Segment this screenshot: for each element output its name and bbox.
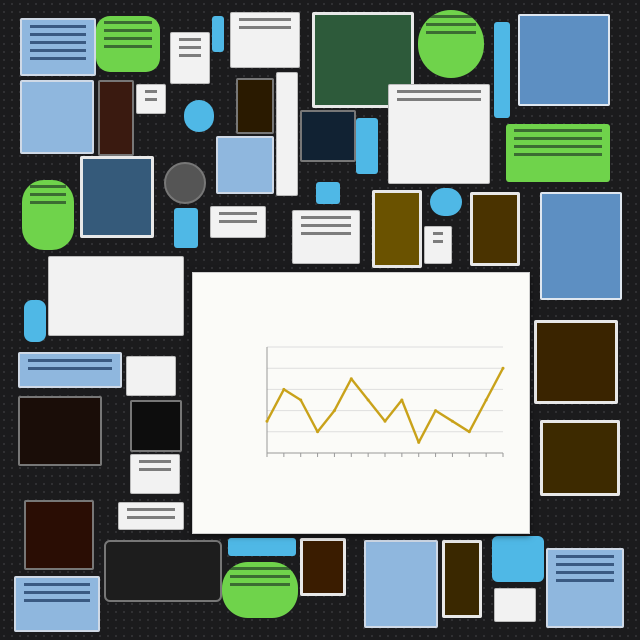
blue-document-top-left	[20, 18, 96, 76]
data-point	[349, 377, 353, 381]
line-chart	[265, 346, 505, 457]
blue-sketch-left	[20, 80, 94, 154]
data-point	[400, 398, 404, 402]
paper-card-small	[424, 226, 452, 264]
data-point	[467, 430, 471, 434]
paper-card-top	[170, 32, 210, 84]
dark-round-photo	[164, 162, 206, 204]
cyan-container-bottom	[492, 536, 544, 582]
cyan-chip-small	[316, 182, 340, 204]
photo-orange-bottom	[300, 538, 346, 596]
green-round-note-bottom	[222, 562, 298, 618]
green-note-top	[96, 16, 160, 72]
paper-card-mid	[210, 206, 266, 238]
paper-card-bottom	[118, 502, 184, 530]
paper-card-header	[230, 12, 300, 68]
blue-document-left	[18, 352, 122, 388]
blue-sketch-center	[216, 136, 274, 194]
paper-card-lower-left	[130, 454, 180, 494]
dark-monitor-bottom	[104, 540, 222, 602]
data-point	[366, 398, 370, 402]
paper-box-bottom	[494, 588, 536, 622]
series-line	[265, 367, 505, 444]
dark-photo-orange-left	[98, 80, 134, 156]
data-point	[282, 387, 286, 391]
paper-document-center	[292, 210, 360, 264]
cyan-strip-bottom	[228, 538, 296, 556]
paper-graph-card	[388, 84, 490, 184]
paper-card-bridge	[126, 356, 176, 396]
data-point	[265, 419, 269, 423]
green-round-note-left	[22, 180, 74, 250]
data-point	[434, 409, 438, 413]
data-point	[332, 409, 336, 413]
dark-photo-yellow-specimen	[236, 78, 274, 134]
data-point	[316, 430, 320, 434]
photo-yellow-fruit-bottom	[442, 540, 482, 618]
blue-document-bottom-right	[546, 548, 624, 628]
chart-card	[192, 272, 530, 534]
green-label-right	[506, 124, 610, 182]
data-point	[299, 398, 303, 402]
photo-yellow-specimen-2	[470, 192, 520, 266]
cyan-oval-chip-right	[430, 188, 462, 216]
data-point	[383, 419, 387, 423]
green-note-top-right	[418, 10, 484, 78]
narrow-vertical-card	[276, 72, 298, 196]
photo-orange-specimen-right	[534, 320, 618, 404]
data-point	[501, 366, 505, 370]
blueprint-top-right	[518, 14, 610, 106]
cyan-chip-mid	[174, 208, 198, 248]
photo-orange-specimen-lower-right	[540, 420, 620, 496]
data-point	[417, 440, 421, 444]
cyan-chip-top	[212, 16, 224, 52]
dark-photo-orange-small	[130, 400, 182, 452]
dark-photo-center	[300, 110, 356, 162]
data-point	[450, 419, 454, 423]
photo-yellow-specimen-1	[372, 190, 422, 268]
paper-chart-left	[48, 256, 184, 336]
blue-document-bottom-left	[14, 576, 100, 632]
cyan-vertical-chip-right	[494, 22, 510, 118]
blueprint-plant-sketch	[540, 192, 622, 300]
cyan-oval-chip	[184, 100, 214, 132]
data-point	[484, 398, 488, 402]
dark-photo-bottom-left	[24, 500, 94, 570]
dark-photo-red-left	[18, 396, 102, 466]
cyan-bottle-left	[24, 300, 46, 342]
paper-card-mid-left	[136, 84, 166, 114]
photo-arch-structure	[80, 156, 154, 238]
cyan-tall-chip	[356, 118, 378, 174]
blue-bananas-photo	[364, 540, 438, 628]
